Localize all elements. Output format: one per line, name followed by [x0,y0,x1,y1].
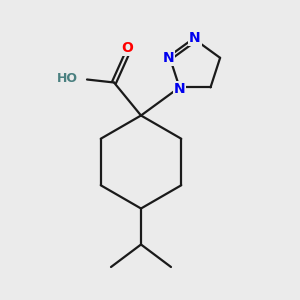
Text: N: N [174,82,185,96]
Text: O: O [122,41,134,55]
Text: N: N [189,31,201,45]
Text: N: N [163,51,174,65]
Text: HO: HO [57,71,78,85]
